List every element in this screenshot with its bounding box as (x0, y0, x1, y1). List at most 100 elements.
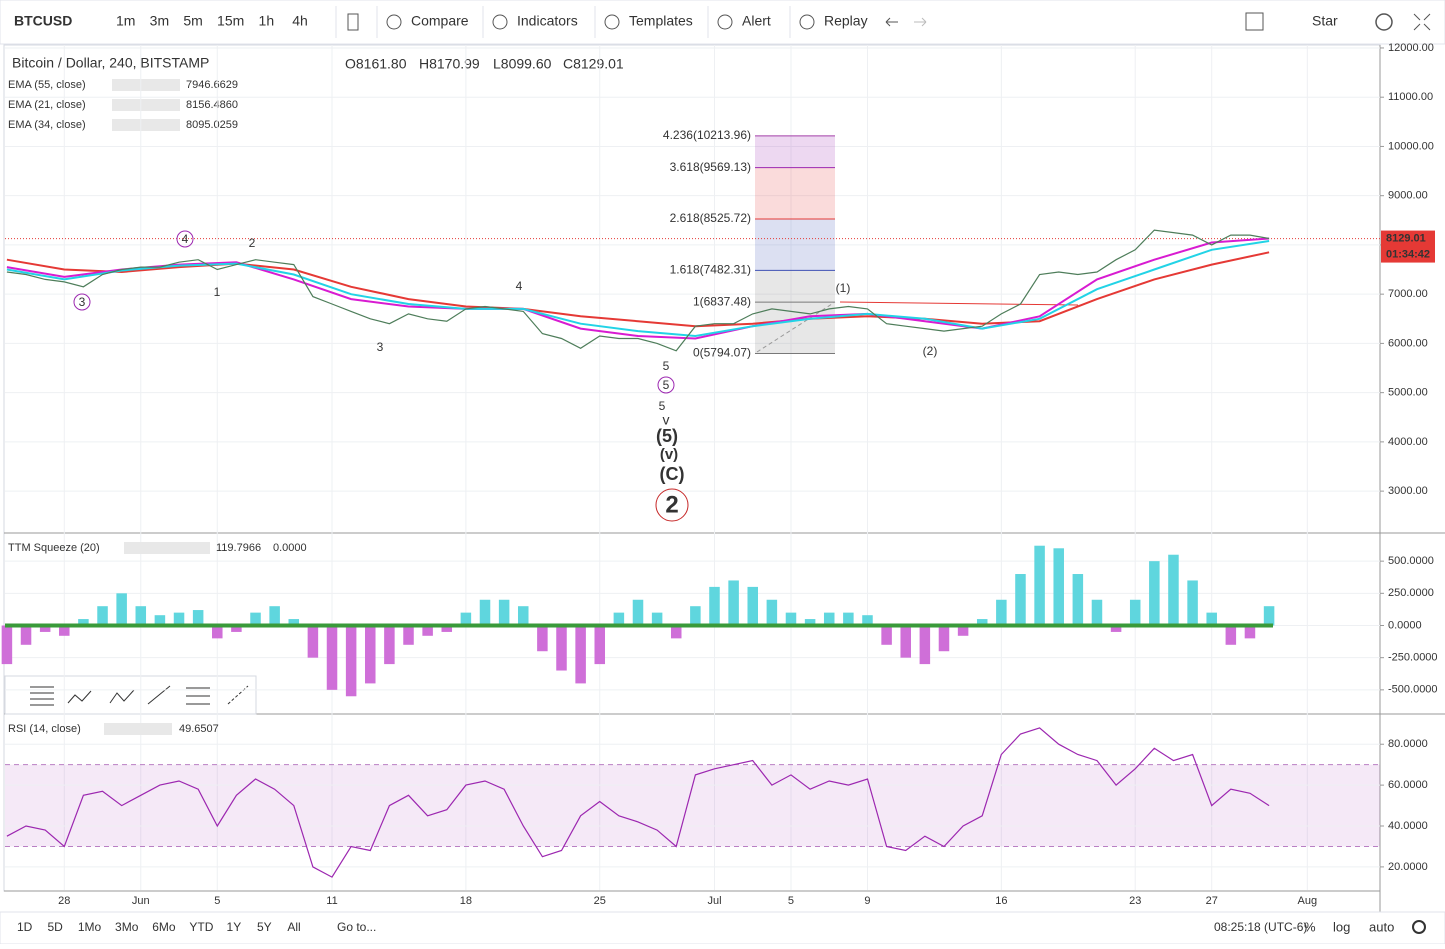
y-tick-label: 11000.00 (1388, 91, 1433, 103)
indicator-title: TTM Squeeze (20) (8, 542, 100, 554)
star-button[interactable]: Star (1312, 13, 1338, 29)
histogram-bar (517, 606, 529, 626)
button-icon[interactable] (717, 14, 733, 30)
y-tick-label: 500.0000 (1388, 555, 1434, 567)
interval-button[interactable]: 1h (259, 13, 275, 29)
ray-tool[interactable] (227, 685, 249, 705)
range-button[interactable]: 3Mo (115, 920, 139, 934)
histogram-bar (594, 625, 606, 665)
histogram-bar (1053, 548, 1064, 626)
histogram-bar (97, 606, 108, 626)
interval-button[interactable]: 15m (217, 13, 244, 29)
clock: 08:25:18 (UTC-6) (1214, 920, 1307, 934)
ema-controls (112, 119, 180, 131)
fullscreen-icon[interactable] (1413, 13, 1431, 31)
range-button[interactable]: 5Y (257, 920, 272, 934)
toolbar (0, 0, 1445, 45)
wave-label: (C) (660, 464, 685, 484)
button-icon[interactable] (604, 14, 620, 30)
histogram-bar (996, 599, 1007, 626)
bottom-group: 1D 5D 1Mo 3Mo 6Mo YTD 1Y 5Y All Go to...% log auto (17, 919, 1394, 934)
range-button[interactable]: 6Mo (152, 920, 176, 934)
toolbar-button[interactable]: Alert (742, 13, 771, 29)
histogram-bar (1225, 625, 1237, 645)
price-line (6, 229, 1270, 352)
histogram-bar (231, 625, 242, 632)
x-tick-label: 5 (788, 895, 794, 907)
x-tick-label: 11 (326, 895, 337, 907)
toolbar-button[interactable]: Indicators (517, 13, 578, 29)
range-button[interactable]: YTD (189, 920, 213, 934)
wave-label: v (663, 412, 670, 428)
ema-controls (112, 79, 180, 91)
range-button[interactable]: 1Mo (78, 920, 102, 934)
interval-button[interactable]: 5m (183, 13, 202, 29)
undo-icon[interactable] (885, 17, 898, 27)
scale-option[interactable]: % (1304, 919, 1316, 934)
trend-tool[interactable] (147, 685, 171, 705)
abc-tool[interactable] (109, 689, 135, 704)
elliott-tool[interactable] (67, 690, 92, 704)
toolbar-button[interactable]: Compare (411, 13, 469, 29)
wave-label: 3 (377, 340, 384, 354)
range-button[interactable]: 1D (17, 920, 33, 934)
legend-title: Bitcoin / Dollar, 240, BITSTAMP (12, 55, 209, 71)
button-icon[interactable] (386, 14, 402, 30)
ohlc-group: O8161.80 H8170.99 L8099.60 C8129.01 (345, 56, 624, 72)
histogram-bar (881, 625, 892, 645)
ema-line (6, 240, 1270, 338)
interval-button[interactable]: 1m (116, 13, 135, 29)
histogram-bar (823, 612, 835, 626)
button-icon[interactable] (799, 14, 815, 30)
goto-button[interactable]: Go to... (337, 920, 376, 934)
histogram-bar (1263, 606, 1275, 626)
toolbar-button[interactable]: Templates (629, 13, 693, 29)
indicator-title: RSI (14, close) (8, 723, 81, 735)
histogram-bar (403, 625, 414, 645)
scale-option[interactable]: log (1333, 919, 1350, 934)
histogram-bar (39, 625, 51, 632)
x-tick-label: Aug (1298, 895, 1318, 907)
histogram-bar (441, 625, 453, 632)
trend-line (839, 301, 1079, 306)
histogram-bar (938, 625, 950, 652)
interval-button[interactable]: 3m (150, 13, 169, 29)
range-button[interactable]: 5D (47, 920, 63, 934)
y-tick-label: -500.0000 (1388, 684, 1438, 696)
fib-label: 4.236(10213.96) (663, 128, 751, 142)
histogram-bar (78, 619, 89, 626)
channel-tool[interactable] (186, 687, 210, 705)
toolbar-button[interactable]: Replay (824, 13, 868, 29)
y-tick-label: 250.0000 (1388, 587, 1434, 599)
indicator-value: 0.0000 (273, 542, 307, 554)
chart-type-icon[interactable] (347, 13, 359, 31)
layout-icon[interactable] (1245, 12, 1264, 31)
y-tick-label: 4000.00 (1388, 436, 1428, 448)
redo-icon[interactable] (914, 17, 927, 27)
interval-button[interactable]: 4h (292, 13, 308, 29)
x-tick-label: 23 (1129, 895, 1141, 907)
fib-label: 3.618(9569.13) (670, 160, 751, 174)
y-tick-label: 20.0000 (1388, 861, 1428, 873)
histogram-bar (288, 619, 300, 626)
histogram-bar (384, 625, 395, 665)
settings-icon[interactable] (1412, 920, 1426, 934)
wave-label: (2) (923, 344, 938, 358)
scale-option[interactable]: auto (1369, 919, 1394, 934)
range-button[interactable]: All (287, 920, 300, 934)
range-button[interactable]: 1Y (227, 920, 242, 934)
ema-value: 7946.6629 (186, 79, 238, 91)
histogram-bar (212, 625, 223, 639)
y-tick-label: 3000.00 (1388, 485, 1428, 497)
settings-icon[interactable] (1375, 13, 1393, 31)
histogram-bar (479, 599, 491, 626)
y-tick-label: 7000.00 (1388, 288, 1428, 300)
y-tick-label: 5000.00 (1388, 387, 1428, 399)
symbol[interactable]: BTCUSD (14, 13, 72, 29)
fib-tool[interactable] (30, 686, 54, 706)
histogram-bar (1129, 599, 1141, 626)
histogram-bar (1187, 580, 1198, 626)
button-icon[interactable] (492, 14, 508, 30)
rsi-line (6, 727, 1270, 878)
ema-name: EMA (55, close) (8, 79, 86, 91)
